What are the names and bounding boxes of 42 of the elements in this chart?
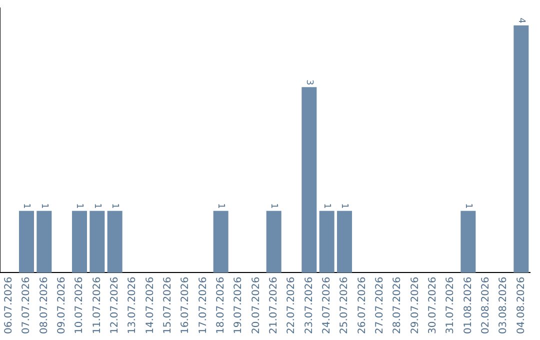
x-tick-label: 07.07.2026 [21,276,32,334]
x-tick-label: 23.07.2026 [304,276,315,334]
data-label: 1 [321,203,332,209]
data-label: 1 [462,203,473,209]
data-label: 1 [268,203,278,209]
x-tick-label: 15.07.2026 [162,276,174,334]
x-tick-label: 08.07.2026 [38,276,50,334]
data-label: 4 [516,18,526,24]
x-tick-label: 22.07.2026 [286,276,298,334]
x-tick-label: 20.07.2026 [250,276,262,334]
x-tick-label: 27.07.2026 [374,276,386,334]
data-label: 1 [38,203,49,209]
x-tick-label: 01.08.2026 [462,276,474,334]
x-tick-label: 14.07.2026 [144,276,156,334]
data-label: 1 [215,203,226,209]
x-tick-label: 06.07.2026 [3,276,14,334]
x-tick-label: 11.07.2026 [92,276,103,334]
x-tick-label: 17.07.2026 [198,276,209,334]
x-tick-label: 29.07.2026 [410,276,421,334]
x-tick-label: 30.07.2026 [427,276,438,334]
data-label: 1 [21,203,32,209]
x-tick-label: 26.07.2026 [356,276,368,334]
x-tick-label: 02.08.2026 [480,276,492,334]
data-label: 3 [304,79,314,86]
x-tick-label: 04.08.2026 [516,276,527,334]
x-tick-label: 19.07.2026 [233,276,244,334]
x-tick-label: 10.07.2026 [74,276,86,334]
x-tick-label: 03.08.2026 [498,276,510,334]
x-tick-label: 09.07.2026 [56,276,68,334]
x-tick-label: 24.07.2026 [321,276,332,334]
data-label: 1 [92,203,102,209]
x-tick-label: 28.07.2026 [392,276,404,334]
x-tick-label: 16.07.2026 [180,276,192,334]
x-tick-label: 12.07.2026 [109,276,120,334]
data-label: 1 [339,203,350,209]
data-label: 1 [74,203,84,209]
x-tick-label: 18.07.2026 [215,276,226,334]
x-tick-label: 13.07.2026 [127,276,138,334]
x-tick-label: 25.07.2026 [339,276,350,334]
x-tick-label: 21.07.2026 [268,276,280,334]
data-label: 1 [109,203,120,209]
x-tick-label: 31.07.2026 [445,276,456,334]
